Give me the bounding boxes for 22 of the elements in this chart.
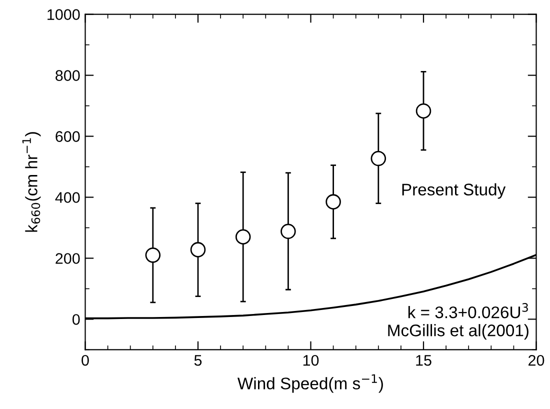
- legend-label: Present Study: [402, 183, 506, 199]
- y-tick-label: 600: [56, 131, 80, 142]
- legend-label: k = 3.3+0.026U$^{3}$ McGillis et al(2001): [388, 303, 528, 340]
- y-axis-title: k$_{660}$(cm hr$^{−1}$): [22, 132, 41, 232]
- point: [280, 224, 296, 240]
- point: [145, 248, 161, 263]
- y-tick-label: 400: [55, 192, 80, 203]
- y-tick-label: 200: [56, 253, 80, 264]
- y-tick-label: 800: [56, 70, 80, 81]
- point: [416, 103, 432, 119]
- x-tick-label: 0: [82, 354, 89, 366]
- y-tick-label: 0: [72, 314, 80, 325]
- point: [326, 194, 341, 210]
- x-tick-label: 20: [528, 354, 544, 366]
- point: [235, 229, 251, 245]
- x-tick-label: 10: [303, 354, 319, 366]
- x-tick-label: 5: [194, 355, 202, 366]
- x-tick-label: 15: [416, 355, 432, 366]
- x-axis-title: Wind Speed(m s$^{−1}$): [237, 374, 383, 393]
- point: [370, 150, 386, 166]
- point: [190, 242, 206, 258]
- y-tick-label: 1000: [48, 9, 80, 20]
